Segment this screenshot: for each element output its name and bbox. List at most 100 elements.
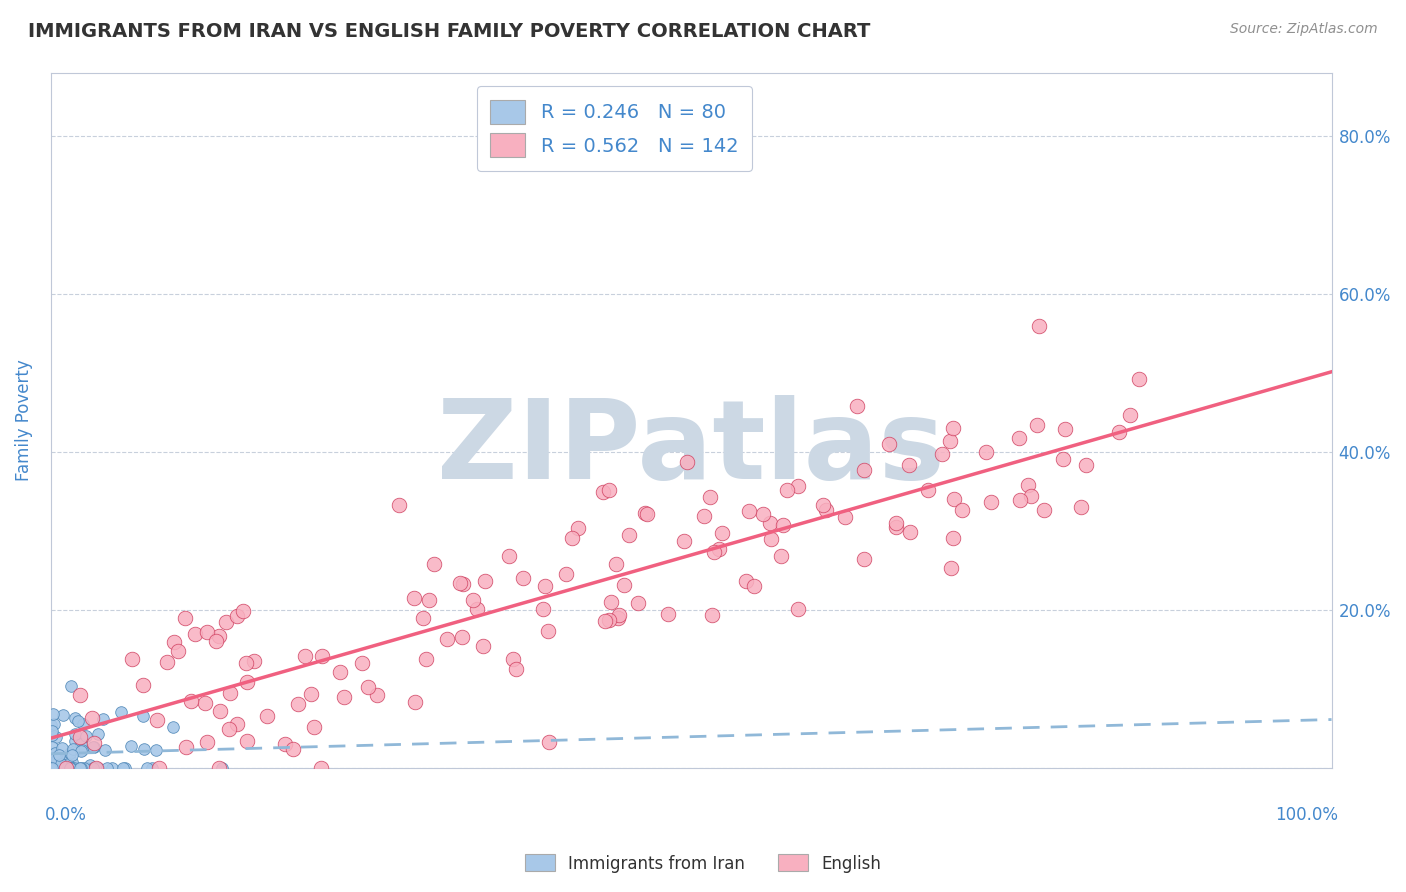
- Point: [72, 717, 94, 731]
- Point: [59, 761, 82, 775]
- Point: [242, 654, 264, 668]
- Point: [451, 577, 474, 591]
- Point: [607, 608, 630, 623]
- Point: [96, 761, 118, 775]
- Point: [67, 714, 90, 728]
- Point: [235, 656, 257, 670]
- Point: [634, 506, 657, 520]
- Point: [86, 761, 108, 775]
- Point: [600, 595, 623, 609]
- Point: [82, 739, 104, 754]
- Point: [1074, 458, 1097, 472]
- Point: [942, 532, 965, 546]
- Point: [917, 483, 939, 498]
- Point: [1025, 418, 1047, 433]
- Point: [48, 747, 70, 762]
- Point: [1070, 500, 1092, 515]
- Point: [772, 518, 794, 533]
- Point: [41, 723, 63, 738]
- Point: [180, 694, 202, 708]
- Point: [449, 575, 471, 590]
- Point: [41, 728, 63, 742]
- Point: [53, 761, 76, 775]
- Point: [1028, 319, 1050, 334]
- Point: [879, 437, 901, 451]
- Point: [87, 761, 110, 775]
- Point: [51, 740, 73, 755]
- Point: [256, 709, 278, 723]
- Point: [512, 571, 534, 585]
- Point: [72, 743, 94, 757]
- Point: [388, 498, 411, 512]
- Point: [886, 516, 908, 530]
- Point: [274, 737, 297, 751]
- Point: [1008, 493, 1031, 508]
- Point: [505, 663, 527, 677]
- Point: [141, 761, 163, 775]
- Point: [59, 761, 82, 775]
- Point: [62, 742, 84, 756]
- Point: [41, 761, 63, 775]
- Point: [598, 613, 620, 627]
- Point: [52, 708, 75, 723]
- Legend: R = 0.246   N = 80, R = 0.562   N = 142: R = 0.246 N = 80, R = 0.562 N = 142: [477, 87, 752, 170]
- Point: [636, 508, 658, 522]
- Point: [70, 743, 93, 757]
- Point: [613, 577, 636, 591]
- Point: [46, 752, 69, 766]
- Point: [69, 761, 91, 775]
- Point: [415, 651, 437, 665]
- Point: [555, 566, 578, 581]
- Point: [45, 761, 67, 775]
- Point: [1053, 422, 1076, 436]
- Point: [42, 716, 65, 731]
- Point: [467, 602, 489, 616]
- Point: [770, 549, 793, 563]
- Point: [422, 557, 444, 571]
- Point: [1118, 408, 1140, 422]
- Point: [675, 455, 697, 469]
- Text: ZIPatlas: ZIPatlas: [437, 394, 945, 501]
- Point: [208, 761, 231, 775]
- Point: [42, 761, 65, 775]
- Point: [195, 625, 218, 640]
- Point: [236, 734, 259, 748]
- Text: 0.0%: 0.0%: [45, 805, 87, 824]
- Point: [63, 727, 86, 741]
- Point: [132, 678, 155, 692]
- Text: IMMIGRANTS FROM IRAN VS ENGLISH FAMILY POVERTY CORRELATION CHART: IMMIGRANTS FROM IRAN VS ENGLISH FAMILY P…: [28, 22, 870, 41]
- Point: [939, 561, 962, 575]
- Point: [672, 534, 695, 549]
- Point: [450, 630, 472, 644]
- Point: [1108, 425, 1130, 440]
- Point: [59, 746, 82, 760]
- Point: [114, 761, 136, 775]
- Point: [148, 761, 170, 775]
- Point: [59, 761, 82, 775]
- Point: [58, 761, 80, 775]
- Point: [567, 521, 589, 535]
- Point: [311, 649, 333, 664]
- Point: [166, 644, 188, 658]
- Point: [974, 444, 997, 458]
- Point: [711, 526, 734, 541]
- Point: [627, 596, 650, 610]
- Point: [412, 611, 434, 625]
- Point: [472, 639, 495, 653]
- Point: [120, 739, 142, 753]
- Point: [42, 706, 65, 721]
- Point: [592, 484, 614, 499]
- Point: [44, 746, 66, 760]
- Point: [350, 656, 373, 670]
- Point: [294, 648, 316, 663]
- Point: [162, 720, 184, 734]
- Point: [333, 690, 356, 704]
- Point: [463, 592, 485, 607]
- Point: [70, 737, 93, 751]
- Point: [980, 495, 1002, 509]
- Point: [51, 761, 73, 775]
- Point: [853, 551, 876, 566]
- Point: [281, 742, 304, 756]
- Point: [236, 675, 259, 690]
- Point: [607, 611, 630, 625]
